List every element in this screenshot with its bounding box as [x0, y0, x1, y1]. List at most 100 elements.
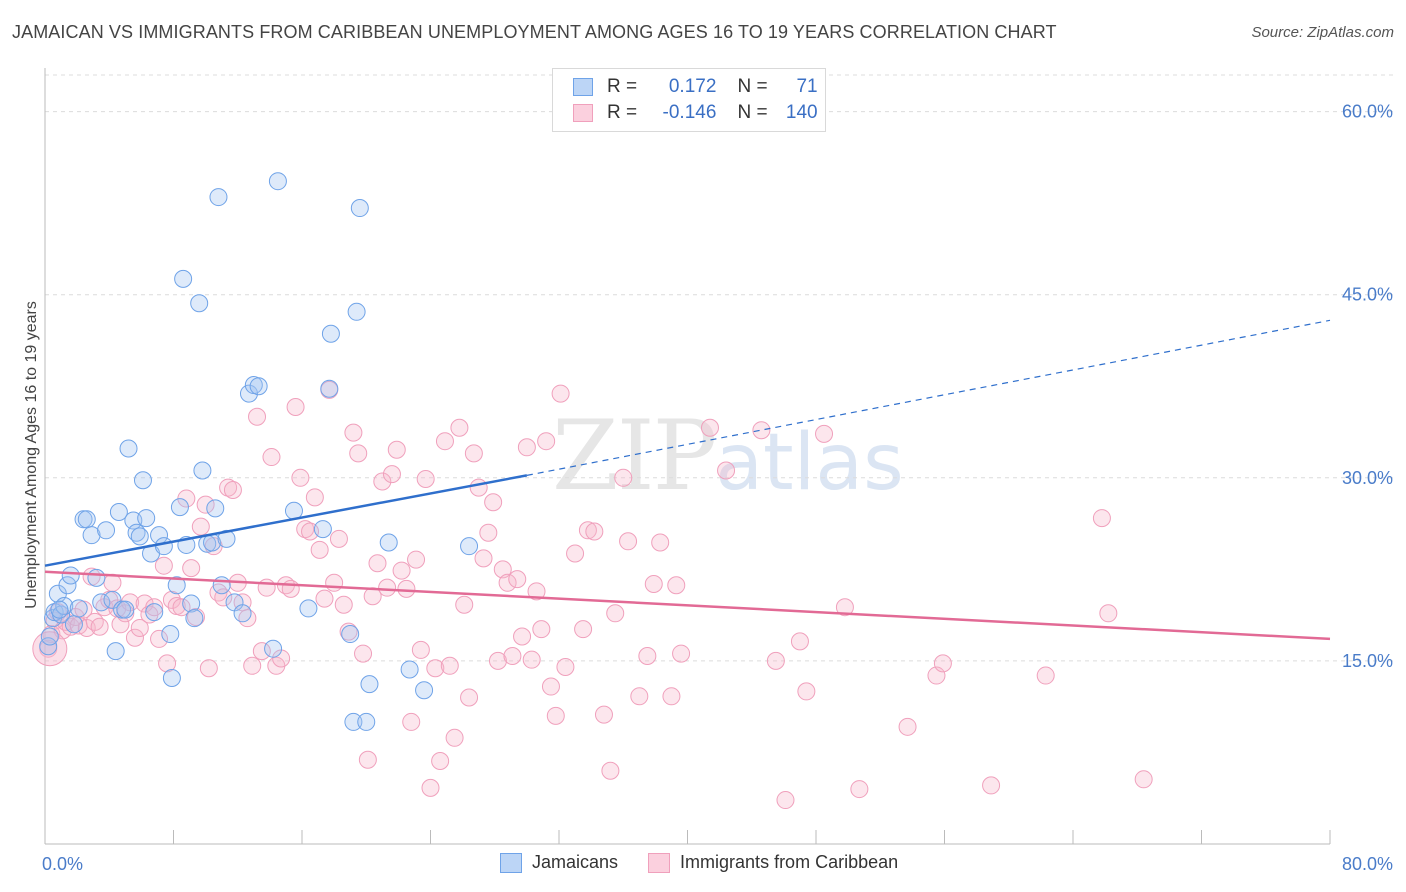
jamaican-point [268, 172, 287, 191]
caribbean-point [252, 642, 271, 661]
jamaican-point [127, 523, 146, 542]
caribbean-point [90, 617, 109, 636]
y-tick-label: 60.0% [1342, 102, 1393, 122]
jamaican-point [40, 627, 59, 646]
jamaican-point [415, 681, 434, 700]
jamaican-point [116, 600, 135, 619]
caribbean-point [172, 598, 191, 617]
caribbean-point [566, 544, 585, 563]
caribbean-point [368, 554, 387, 573]
caribbean-point [630, 687, 649, 706]
legend-label-jamaicans: Jamaicans [532, 852, 619, 872]
caribbean-point [850, 780, 869, 799]
caribbean-point [262, 448, 281, 467]
caribbean-point [484, 493, 503, 512]
jamaican-point [212, 576, 231, 595]
caribbean-point [601, 761, 620, 780]
caribbean-point [717, 461, 736, 480]
jamaican-point [145, 603, 164, 622]
caribbean-points [32, 380, 1153, 810]
caribbean-point [546, 706, 565, 725]
jamaicans-trend-extension [526, 319, 1331, 476]
caribbean-point [111, 615, 130, 634]
jamaican-point [185, 609, 204, 628]
caribbean-point [378, 578, 397, 597]
jamaican-point [161, 625, 180, 644]
caribbean-point [585, 522, 604, 541]
caribbean-point [460, 688, 479, 707]
caribbean-point [402, 712, 421, 731]
jamaican-point [87, 568, 106, 587]
caribbean-point [325, 573, 344, 592]
jamaican-point [167, 576, 186, 595]
source-label: Source: ZipAtlas.com [1251, 24, 1394, 41]
jamaican-point [341, 625, 360, 644]
caribbean-point [291, 468, 310, 487]
caribbean-point [541, 677, 560, 696]
caribbean-point [815, 424, 834, 443]
jamaican-point [162, 668, 181, 687]
y-tick-label: 30.0% [1342, 468, 1393, 488]
caribbean-point [532, 620, 551, 639]
legend-item-jamaicans: Jamaicans [500, 852, 618, 873]
jamaican-point [174, 269, 193, 288]
tick-labels: 15.0% 30.0% 45.0% 60.0% 0.0% 80.0% [42, 102, 1393, 874]
x-tick-label: 80.0% [1342, 854, 1393, 874]
caribbean-point [638, 647, 657, 666]
caribbean-point [305, 488, 324, 507]
jamaican-point [233, 604, 252, 623]
jamaican-point [182, 594, 201, 613]
caribbean-point [667, 576, 686, 595]
caribbean-point [797, 682, 816, 701]
caribbean-point [488, 651, 507, 670]
caribbean-point [537, 432, 556, 451]
caribbean-point [766, 651, 785, 670]
caribbean-point [464, 444, 483, 463]
trend-lines [44, 319, 1331, 641]
caribbean-point [373, 472, 392, 491]
gridlines [45, 74, 1395, 662]
caribbean-point [450, 418, 469, 437]
jamaican-points [39, 172, 479, 731]
jamaican-point [64, 615, 83, 634]
legend-swatch-jamaicans [573, 78, 593, 96]
jamaican-point [344, 712, 363, 731]
caribbean-point [455, 595, 474, 614]
jamaican-point [313, 520, 332, 539]
jamaican-point [217, 529, 236, 548]
caribbean-point [219, 478, 238, 497]
caribbean-point [493, 560, 512, 579]
caribbean-point [498, 573, 517, 592]
jamaican-point [130, 527, 149, 546]
caribbean-point [238, 609, 257, 628]
caribbean-point [150, 629, 169, 648]
caribbean-point [474, 549, 493, 568]
jamaican-point [61, 566, 80, 585]
legend-swatch-jamaicans [500, 852, 522, 873]
jamaican-point [299, 599, 318, 618]
caribbean-point-cluster [32, 631, 68, 667]
caribbean-point [469, 478, 488, 497]
jamaican-point [209, 188, 228, 207]
caribbean-point [1134, 770, 1153, 789]
caribbean-point [614, 468, 633, 487]
caribbean-point [411, 640, 430, 659]
caribbean-point [334, 595, 353, 614]
caribbean-point [196, 495, 215, 514]
caribbean-point [574, 620, 593, 639]
caribbean-point [296, 520, 315, 539]
jamaican-point [321, 324, 340, 343]
legend-n-value: 71 [796, 76, 818, 97]
caribbean-point [503, 647, 522, 666]
chart-title: JAMAICAN VS IMMIGRANTS FROM CARIBBEAN UN… [12, 22, 1057, 42]
caribbean-trend-line [44, 570, 1331, 641]
jamaican-point [350, 199, 369, 218]
caribbean-point [1092, 509, 1111, 528]
caribbean-point [790, 632, 809, 651]
caribbean-point [1099, 604, 1118, 623]
caribbean-point [125, 628, 144, 647]
caribbean-point [556, 658, 575, 677]
caribbean-point [344, 423, 363, 442]
jamaican-point [50, 600, 69, 619]
